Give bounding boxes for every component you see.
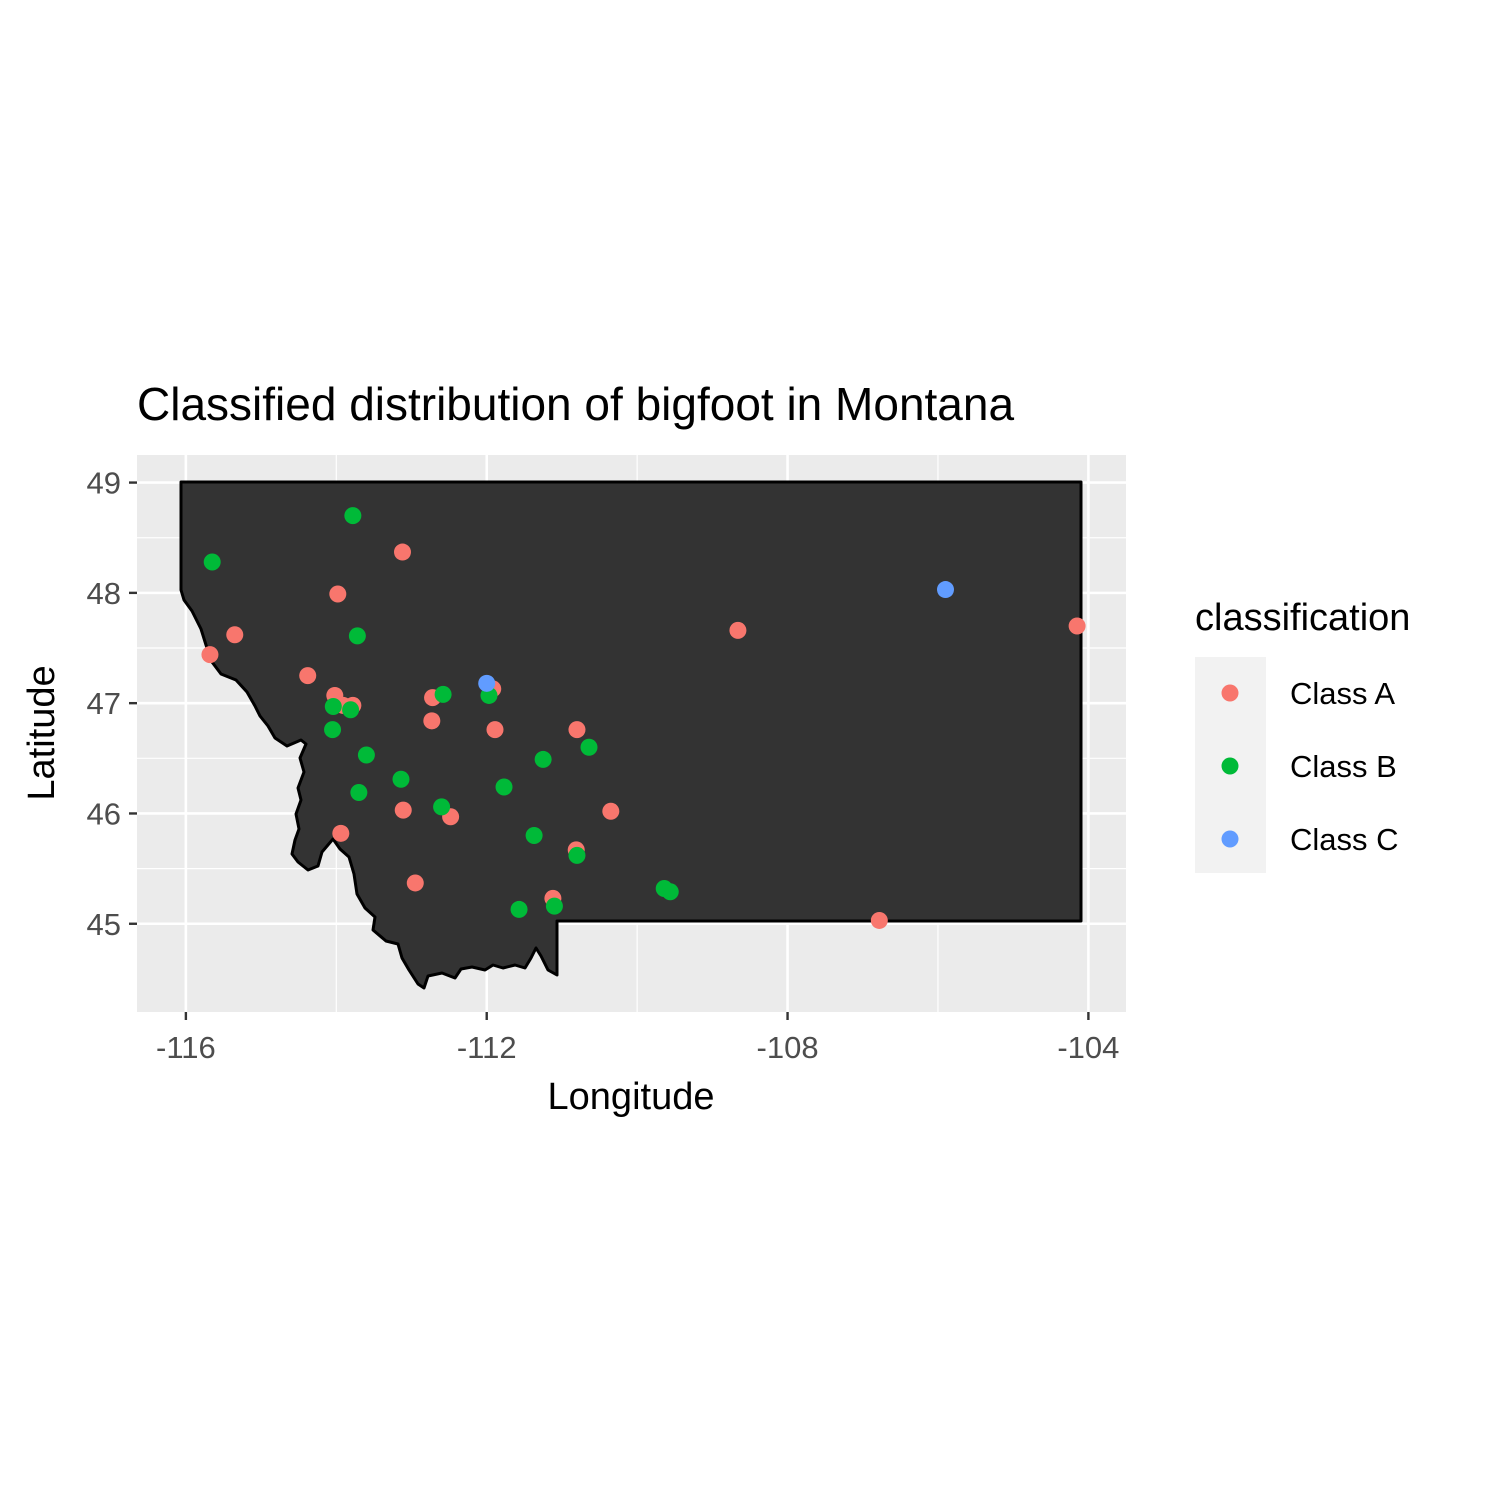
point-class-b	[392, 770, 410, 788]
x-tick-label: -104	[1057, 1030, 1119, 1065]
x-axis-title: Longitude	[548, 1076, 715, 1118]
point-class-b	[344, 507, 362, 525]
point-class-b	[434, 685, 452, 703]
point-class-b	[203, 553, 221, 571]
point-class-a	[299, 667, 317, 685]
y-tick-label: 48	[87, 576, 121, 611]
y-axis: 45 46 47 48 49	[87, 466, 137, 942]
y-tick-label: 45	[87, 907, 121, 942]
point-class-b	[433, 798, 451, 816]
legend-label-class-b: Class B	[1290, 749, 1397, 784]
point-class-b	[348, 627, 366, 645]
point-class-a	[486, 721, 504, 739]
y-tick-label: 46	[87, 796, 121, 831]
point-class-b	[495, 778, 513, 796]
point-class-a	[729, 621, 747, 639]
y-tick-label: 47	[87, 686, 121, 721]
montana-state-shape	[179, 480, 1083, 990]
point-class-a	[226, 626, 244, 644]
x-tick-label: -108	[757, 1030, 819, 1065]
point-class-a	[201, 646, 219, 664]
point-class-c	[478, 674, 496, 692]
point-class-a	[393, 543, 411, 561]
x-axis: -116 -112 -108 -104	[156, 1012, 1119, 1065]
legend-key-class-b	[1221, 757, 1239, 775]
point-class-a	[1068, 617, 1086, 635]
point-class-b	[661, 883, 679, 901]
point-class-a	[329, 585, 347, 603]
point-class-a	[406, 874, 424, 892]
legend-title: classification	[1195, 597, 1410, 639]
legend-key-class-c	[1221, 830, 1239, 848]
x-tick-label: -112	[457, 1030, 517, 1065]
legend-key-class-a	[1221, 684, 1239, 702]
chart-title: Classified distribution of bigfoot in Mo…	[137, 378, 1014, 430]
legend-label-class-a: Class A	[1290, 676, 1395, 711]
y-axis-title: Latitude	[21, 665, 63, 800]
y-tick-label: 49	[87, 466, 121, 501]
point-class-b	[350, 784, 368, 802]
x-tick-label: -116	[156, 1030, 216, 1065]
legend: classification Class A Class B Class C	[1195, 597, 1410, 873]
point-class-b	[324, 721, 342, 739]
point-class-a	[602, 802, 620, 820]
point-class-b	[342, 701, 360, 719]
point-class-b	[580, 738, 598, 756]
point-class-c	[936, 581, 954, 599]
point-class-a	[870, 911, 888, 929]
point-class-b	[568, 846, 586, 864]
legend-label-class-c: Class C	[1290, 822, 1399, 857]
point-class-a	[332, 824, 350, 842]
point-class-a	[394, 801, 412, 819]
legend-items: Class A Class B Class C	[1221, 676, 1399, 857]
data-points	[201, 507, 1086, 929]
point-class-b	[534, 750, 552, 768]
point-class-b	[510, 900, 528, 918]
point-class-b	[357, 746, 375, 764]
point-class-b	[525, 827, 543, 845]
point-class-a	[423, 712, 441, 730]
point-class-a	[568, 721, 586, 739]
point-class-b	[545, 897, 563, 915]
point-class-b	[324, 697, 342, 715]
